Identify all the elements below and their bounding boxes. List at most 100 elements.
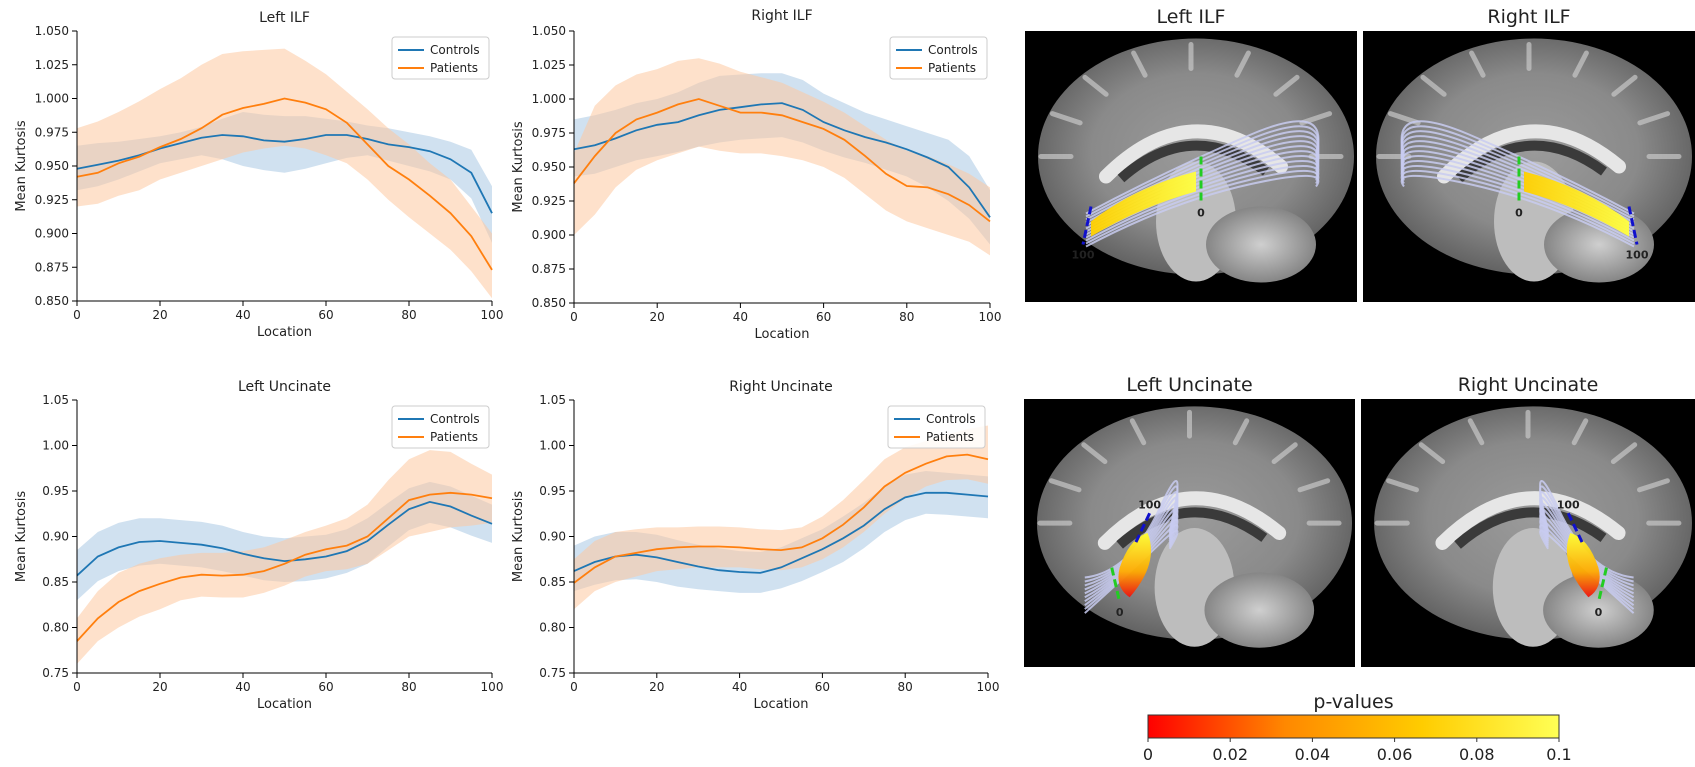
confidence-band-patients <box>77 450 492 664</box>
end-marker <box>1133 512 1151 546</box>
gyrus-fold <box>1271 442 1298 465</box>
gyrus-fold <box>1637 111 1671 126</box>
chart-title: Left Uncinate <box>238 379 331 395</box>
chart-right-uncinate: 0 20 40 60 80 100 0.75 0.80 0.85 0.90 0.95 1.00 1.05… <box>511 379 999 712</box>
y-tick-label: 1.000 <box>532 92 566 106</box>
gyrus-fold <box>1129 418 1147 446</box>
gyrus-fold <box>1611 74 1638 97</box>
legend-label-controls: Controls <box>430 43 480 57</box>
y-axis-title: Mean Kurtosis <box>14 120 29 211</box>
tract-fiber <box>1400 170 1635 245</box>
corpus-callosum <box>1097 491 1287 550</box>
line-charts: 0 20 40 60 80 1000.8500.8750.9000.9250.9500.9… <box>14 8 1001 712</box>
x-tick-label: 80 <box>401 308 416 322</box>
gyrus-fold <box>1610 442 1638 465</box>
y-tick-label: 1.025 <box>35 58 69 72</box>
y-tick-label: 1.025 <box>532 58 566 72</box>
tract-fiber <box>1084 513 1179 603</box>
chart-title: Right Uncinate <box>729 379 833 395</box>
start-marker-label: 0 <box>1197 207 1205 220</box>
gyrus-fold <box>1386 478 1419 493</box>
cerebellum <box>1204 572 1315 648</box>
y-tick-label: 1.00 <box>42 439 69 453</box>
brain-panel-right-ilf: Right ILF 0 100 <box>1363 6 1695 302</box>
tract-fiber <box>1400 174 1635 248</box>
gyrus-fold <box>1081 442 1108 465</box>
y-tick-label: 0.900 <box>532 228 566 242</box>
legend-label-patients: Patients <box>430 430 478 444</box>
ventricle <box>1455 140 1607 183</box>
y-tick-label: 1.000 <box>35 92 69 106</box>
legend-label-controls: Controls <box>430 412 480 426</box>
x-tick-label: 100 <box>481 308 504 322</box>
x-tick-label: 60 <box>318 680 333 694</box>
start-marker <box>1110 567 1122 603</box>
end-marker-label: 100 <box>1072 249 1095 262</box>
y-tick-label: 1.050 <box>35 24 69 38</box>
end-marker-label: 100 <box>1626 249 1649 262</box>
x-axis-title: Location <box>257 325 312 340</box>
gyrus-fold <box>1637 478 1670 493</box>
significant-segment <box>1566 533 1600 598</box>
y-tick-label: 0.85 <box>42 575 69 589</box>
x-tick-label: 20 <box>650 310 665 324</box>
x-tick-label: 80 <box>898 680 913 694</box>
significant-segment <box>1524 171 1629 237</box>
x-tick-label: 0 <box>570 680 578 694</box>
y-axis-title: Mean Kurtosis <box>511 491 526 582</box>
y-tick-label: 0.90 <box>539 530 566 544</box>
y-tick-label: 0.850 <box>532 296 566 310</box>
series-line-patients <box>573 98 991 223</box>
tract-fiber <box>1539 513 1635 603</box>
tract-fiber <box>1400 125 1635 218</box>
y-tick-label: 1.05 <box>42 393 69 407</box>
colorbar-tick-label: 0.08 <box>1459 745 1495 764</box>
gyrus-fold <box>1571 418 1589 446</box>
x-axis-title: Location <box>754 697 809 712</box>
gyrus-fold <box>1049 111 1083 126</box>
tract-fiber <box>1084 529 1179 614</box>
gyrus-fold <box>1234 50 1251 78</box>
brain-panels: Left ILF 0 100 Right ILF 0 100 Left Uncinate 10… <box>1024 6 1695 667</box>
cerebellum <box>1206 206 1316 283</box>
end-marker-label: 100 <box>1557 498 1580 511</box>
x-tick-label: 40 <box>235 680 250 694</box>
legend-label-controls: Controls <box>926 412 976 426</box>
tract-fiber <box>1084 518 1179 607</box>
series-line-controls <box>76 500 493 577</box>
legend-label-patients: Patients <box>430 61 478 75</box>
chart-left-ilf: 0 20 40 60 80 100 0.850 0.875 0.900 0.925 0.950 0.9… <box>14 10 503 340</box>
chart-left-uncinate: 0 20 40 60 80 100 0.75 0.80 0.85 0.90 0.95 1.00 1.05… <box>14 379 503 712</box>
brain-panel-title: Right Uncinate <box>1458 374 1599 396</box>
y-tick-label: 0.875 <box>35 260 69 274</box>
p-value-colorbar: p-values 0 0.02 0.04 0.06 0.08 0.1 <box>1143 691 1572 764</box>
chart-title: Right ILF <box>751 8 812 24</box>
gyrus-fold <box>1232 418 1250 446</box>
brain-panel-title: Right ILF <box>1487 6 1570 28</box>
x-axis-title: Location <box>755 327 810 342</box>
x-axis-title: Location <box>257 697 312 712</box>
colorbar-tick-label: 0.06 <box>1377 745 1413 764</box>
tract-fiber <box>1400 165 1635 242</box>
tract-fiber <box>1539 518 1635 607</box>
gyrus-fold <box>1131 50 1148 78</box>
brain-panel-title: Left ILF <box>1157 6 1226 28</box>
x-tick-label: 60 <box>816 310 831 324</box>
x-tick-label: 60 <box>318 308 333 322</box>
x-tick-label: 100 <box>481 680 504 694</box>
series-line-controls <box>573 491 989 574</box>
end-marker <box>1627 206 1639 245</box>
end-marker <box>1566 512 1585 546</box>
y-tick-label: 0.925 <box>35 193 69 207</box>
series-line-controls <box>573 102 991 218</box>
y-tick-label: 0.975 <box>532 126 566 140</box>
x-tick-label: 40 <box>733 310 748 324</box>
y-tick-label: 0.950 <box>35 159 69 173</box>
x-tick-label: 80 <box>899 310 914 324</box>
brain-panel-left-uncinate: Left Uncinate 100 0 <box>1024 374 1355 667</box>
ventricle <box>1117 140 1269 183</box>
tract-fiber <box>1539 529 1635 614</box>
tract-fiber <box>1539 524 1635 610</box>
x-tick-label: 0 <box>73 680 81 694</box>
